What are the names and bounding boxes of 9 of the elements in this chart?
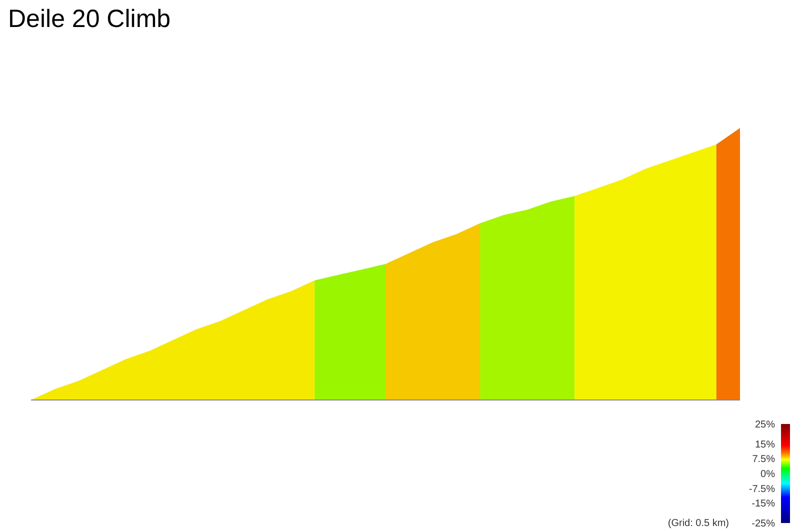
color-bar-label: -15% xyxy=(752,498,776,510)
color-bar-label: -25% xyxy=(752,518,776,530)
color-bar-label: 0% xyxy=(760,469,776,480)
text: (Grid: 0.5 km) xyxy=(668,518,729,529)
color-bar-label: -7.5% xyxy=(748,484,776,495)
color-bar-label: 7.5% xyxy=(752,454,776,466)
color-bar-label: 25% xyxy=(754,420,776,430)
chart-title: Deile 20 Climb xyxy=(8,5,171,33)
color-bar-label: 15% xyxy=(754,439,776,450)
